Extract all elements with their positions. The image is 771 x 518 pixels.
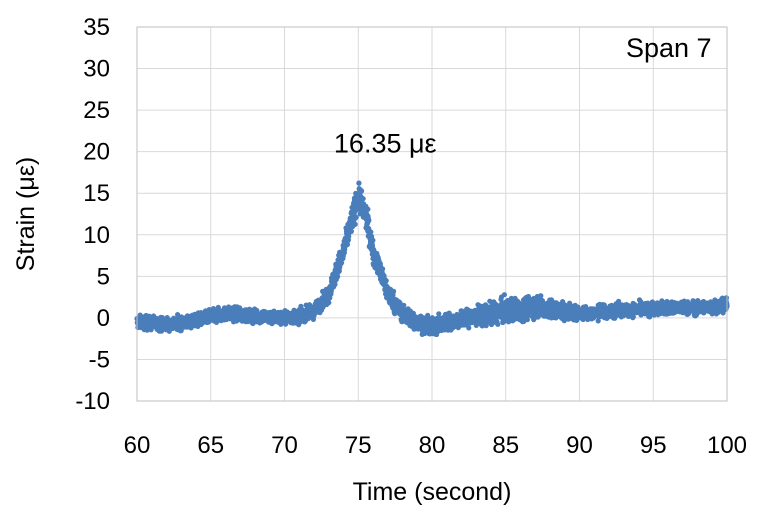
y-tick-label: 35 bbox=[83, 14, 110, 41]
x-axis-title: Time (second) bbox=[353, 478, 512, 506]
data-point bbox=[339, 260, 345, 266]
data-point bbox=[501, 292, 507, 298]
y-tick-label: 10 bbox=[83, 222, 110, 249]
data-point bbox=[495, 321, 501, 327]
y-tick-label: 30 bbox=[83, 56, 110, 83]
data-point bbox=[344, 241, 350, 248]
y-tick-label: -10 bbox=[75, 388, 110, 415]
x-tick-label: 60 bbox=[124, 432, 151, 459]
y-tick-label: 15 bbox=[83, 180, 110, 207]
data-point bbox=[328, 288, 334, 294]
data-point bbox=[531, 317, 537, 323]
y-tick-label: 25 bbox=[83, 97, 110, 124]
data-point bbox=[567, 300, 573, 306]
data-point bbox=[365, 206, 371, 212]
data-point bbox=[436, 311, 442, 317]
y-tick-label: 5 bbox=[97, 263, 110, 290]
data-point bbox=[380, 266, 386, 272]
data-point bbox=[508, 295, 514, 301]
x-tick-label: 70 bbox=[271, 432, 298, 459]
data-point bbox=[332, 281, 338, 287]
x-tick-label: 90 bbox=[566, 432, 593, 459]
x-tick-label: 65 bbox=[197, 432, 224, 459]
data-point bbox=[346, 233, 352, 239]
data-point bbox=[391, 288, 397, 294]
data-point bbox=[630, 314, 636, 320]
data-point bbox=[356, 180, 362, 186]
data-point bbox=[352, 221, 358, 227]
data-point bbox=[723, 295, 730, 301]
y-axis-title: Strain (με) bbox=[12, 157, 40, 271]
data-point bbox=[538, 293, 544, 299]
data-point bbox=[326, 300, 332, 306]
data-point bbox=[359, 188, 365, 194]
data-point bbox=[383, 278, 389, 284]
data-point bbox=[335, 274, 341, 280]
x-tick-label: 100 bbox=[707, 432, 747, 459]
x-tick-label: 75 bbox=[345, 432, 372, 459]
data-point bbox=[353, 214, 359, 220]
data-point bbox=[616, 298, 622, 304]
y-tick-label: -5 bbox=[89, 346, 110, 373]
y-tick-label: 0 bbox=[97, 305, 110, 332]
plot-border bbox=[136, 26, 728, 402]
x-tick-label: 80 bbox=[419, 432, 446, 459]
data-point bbox=[709, 311, 715, 317]
y-tick-labels: -10 -5 0 5 10 15 20 25 30 35 bbox=[75, 14, 110, 415]
data-point bbox=[401, 302, 407, 308]
x-tick-label: 85 bbox=[492, 432, 519, 459]
data-point bbox=[524, 317, 531, 323]
data-points bbox=[134, 180, 730, 338]
peak-value-label: 16.35 με bbox=[334, 128, 437, 158]
data-point bbox=[370, 237, 376, 243]
data-point bbox=[368, 229, 374, 235]
data-point bbox=[360, 196, 366, 202]
x-tick-label: 95 bbox=[640, 432, 667, 459]
x-tick-labels: 60 65 70 75 80 85 90 95 100 bbox=[124, 432, 747, 459]
data-point bbox=[348, 228, 354, 234]
y-tick-label: 20 bbox=[83, 139, 110, 166]
data-point bbox=[366, 218, 372, 224]
data-point bbox=[466, 325, 472, 331]
data-point bbox=[595, 318, 601, 324]
span-label: Span 7 bbox=[626, 33, 712, 63]
